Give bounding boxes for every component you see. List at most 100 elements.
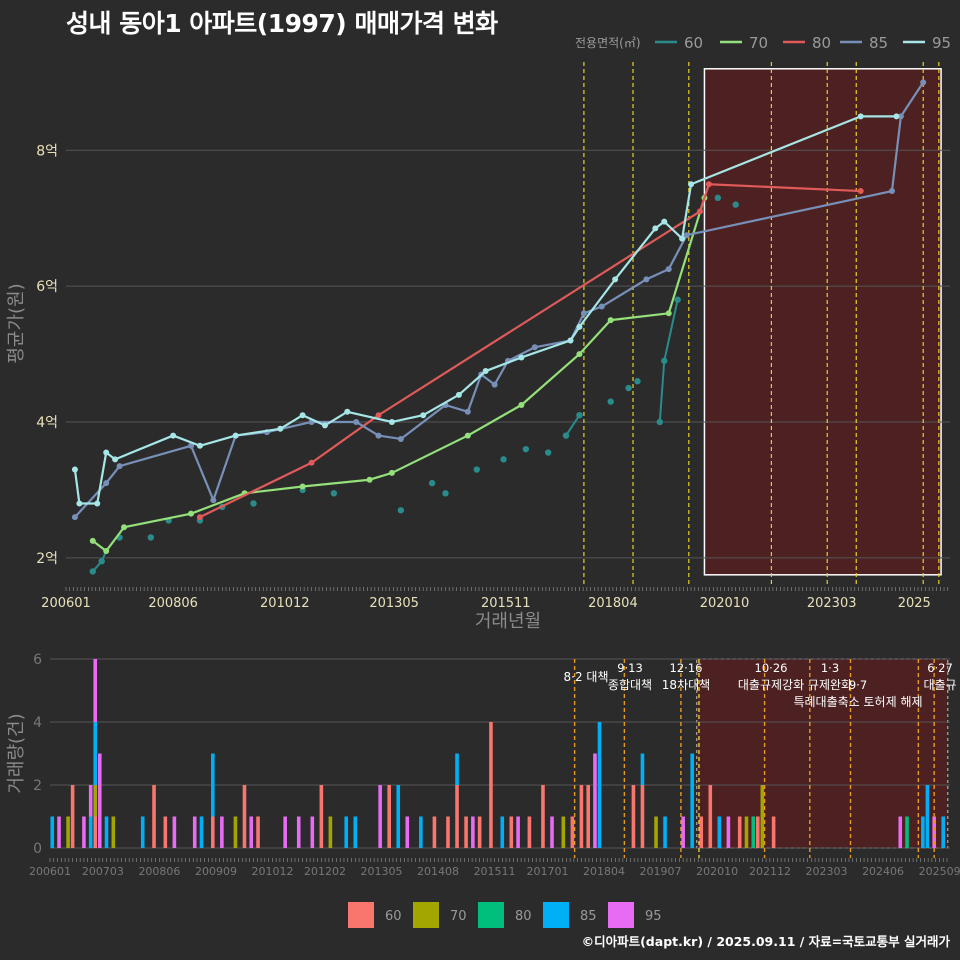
x-tick-label: 202010 [700, 596, 750, 611]
bar-legend-label-85: 85 [580, 909, 597, 924]
bar-70 [111, 816, 116, 848]
series-80-point [705, 181, 712, 188]
series-85-point [920, 79, 927, 86]
series-60-point [330, 490, 338, 497]
bar-x-tick-label: 201202 [304, 865, 346, 878]
bar-60 [708, 785, 713, 848]
series-85-point [888, 188, 895, 195]
bar-85 [500, 816, 505, 848]
series-95-point [455, 391, 462, 398]
bar-85 [93, 722, 98, 785]
bar-95 [82, 816, 86, 848]
annotation-text: 대출규 [923, 678, 956, 692]
bar-85 [140, 816, 145, 848]
bar-x-tick-label: 202303 [806, 865, 848, 878]
bar-60 [446, 816, 450, 848]
bar-85 [717, 816, 722, 848]
series-85-point [103, 480, 110, 487]
bar-60 [579, 785, 584, 848]
highlight-region [703, 68, 942, 576]
y-tick-label: 2억 [36, 551, 58, 567]
series-95-point [857, 113, 864, 120]
series-95-point [576, 323, 583, 330]
bar-95 [57, 816, 61, 848]
bar-x-tick-label: 201305 [361, 865, 403, 878]
series-60-point [473, 466, 480, 473]
bar-95 [296, 816, 301, 848]
annotation-date: 1·3 [821, 661, 839, 675]
series-60-point [634, 378, 641, 385]
bar-legend-swatch-60 [348, 902, 374, 928]
bar-80 [751, 816, 756, 848]
bar-85 [663, 816, 667, 848]
bar-60 [737, 816, 742, 848]
bar-60 [631, 785, 636, 848]
series-85-point [116, 463, 123, 470]
y-axis-title: 평균가(원) [6, 283, 27, 363]
bar-60 [319, 785, 324, 848]
bar-85 [88, 816, 93, 848]
bar-x-tick-label: 201408 [417, 865, 459, 878]
series-95-point [652, 225, 659, 232]
series-95-point [299, 412, 306, 419]
bar-85 [690, 753, 695, 848]
bar-x-tick-label: 200806 [138, 865, 180, 878]
bar-60 [771, 816, 776, 848]
bar-95 [283, 816, 287, 848]
credit-line: ©디아파트(dapt.kr) / 2025.09.11 / 자료=국토교통부 실… [581, 934, 950, 949]
bar-95 [378, 785, 382, 848]
bar-95 [932, 816, 936, 848]
bar-95 [88, 785, 93, 817]
annotation-text: 규제완화 [808, 678, 852, 692]
annotation-text: 8·2 대책 [564, 669, 609, 684]
series-70-point [464, 432, 471, 439]
bar-y-tick-label: 4 [33, 715, 42, 731]
bar-60 [755, 816, 760, 848]
series-70-point [188, 510, 195, 517]
bar-60 [70, 785, 75, 848]
bar-70 [233, 816, 238, 848]
bar-x-tick-label: 201804 [583, 865, 625, 878]
series-60-point [522, 445, 530, 453]
bar-legend-label-70: 70 [450, 909, 467, 924]
series-85-point [531, 344, 538, 351]
series-95-point [688, 181, 695, 188]
annotation-date: 6·27 [927, 661, 953, 675]
bar-85 [640, 753, 645, 785]
bar-85 [353, 816, 358, 848]
bar-70 [561, 816, 566, 848]
series-85-line [74, 81, 925, 518]
bar-70 [744, 816, 749, 848]
bar-x-tick-label: 201701 [526, 865, 568, 878]
bar-85 [344, 816, 349, 848]
bar-85 [50, 816, 55, 848]
bar-60 [489, 722, 493, 848]
series-70-point [299, 483, 306, 490]
series-80-line [199, 183, 861, 519]
bar-legend-swatch-70 [413, 902, 439, 928]
series-85-point [188, 442, 195, 449]
bar-60 [527, 816, 532, 848]
legend-title: 전용면적(㎡) [575, 36, 641, 50]
bar-x-tick-label: 201012 [252, 865, 294, 878]
legend-label-80: 80 [812, 34, 831, 52]
series-95-point [112, 456, 119, 463]
series-85-point [464, 408, 471, 415]
bar-60 [256, 816, 260, 848]
series-70-point [366, 476, 373, 483]
bar-70 [93, 785, 98, 817]
y-tick-label: 8억 [36, 143, 58, 159]
bar-60 [242, 785, 247, 848]
series-60-point [428, 479, 436, 487]
series-95-point [661, 218, 668, 225]
series-85-point [71, 514, 78, 521]
x-tick-label: 200601 [41, 596, 91, 611]
bar-60 [387, 785, 391, 848]
annotation-text: 대출규제강화 [738, 678, 804, 692]
bar-60 [570, 816, 575, 848]
annotation-date: 12·16 [670, 661, 703, 675]
bar-60 [211, 816, 215, 848]
series-70-point [665, 310, 672, 317]
bar-95 [249, 816, 254, 848]
